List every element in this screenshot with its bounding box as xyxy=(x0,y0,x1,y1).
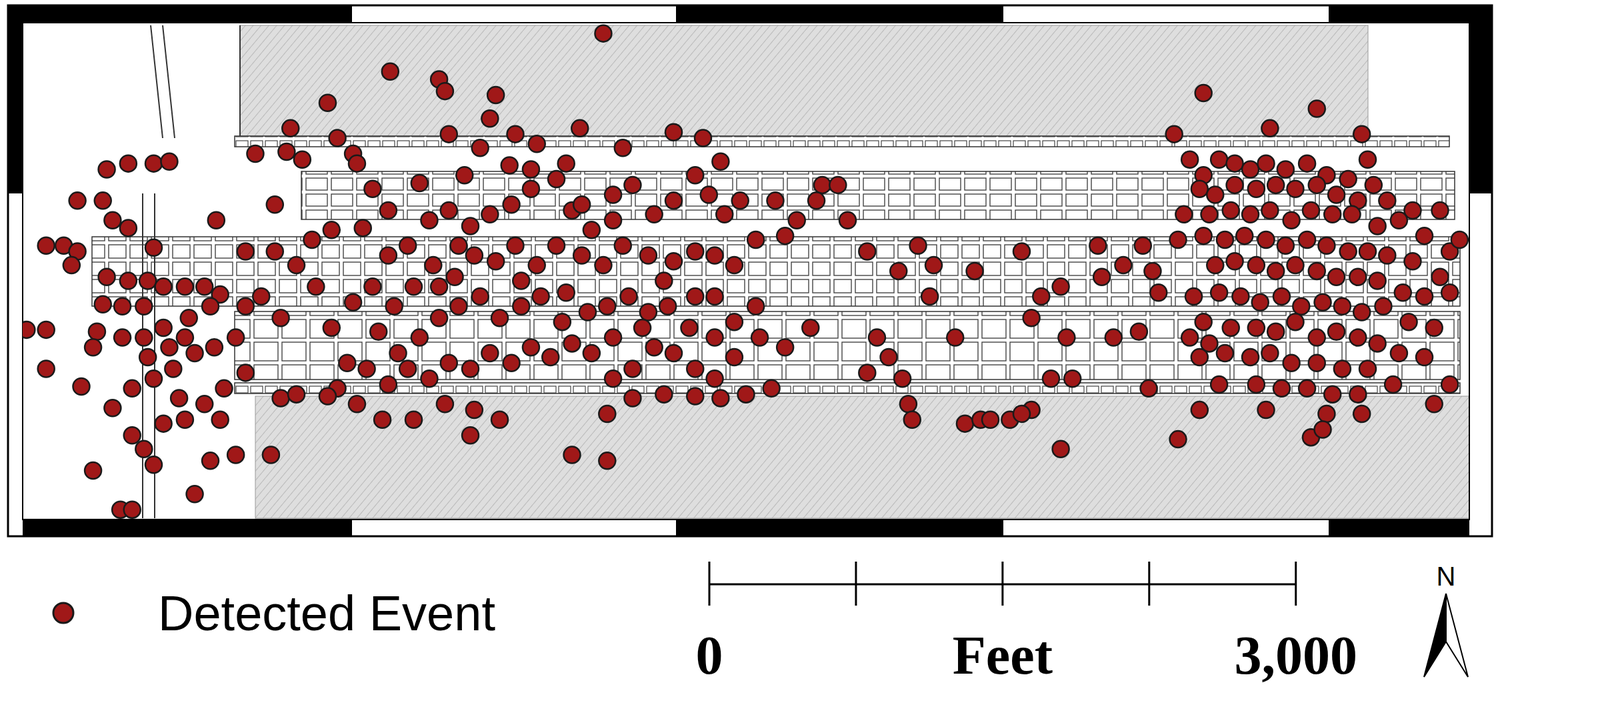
svg-text:3,000: 3,000 xyxy=(1234,624,1358,686)
svg-text:N: N xyxy=(1436,561,1456,591)
svg-text:Feet: Feet xyxy=(952,624,1053,686)
svg-text:Detected Event: Detected Event xyxy=(158,585,496,641)
svg-text:0: 0 xyxy=(696,624,724,686)
